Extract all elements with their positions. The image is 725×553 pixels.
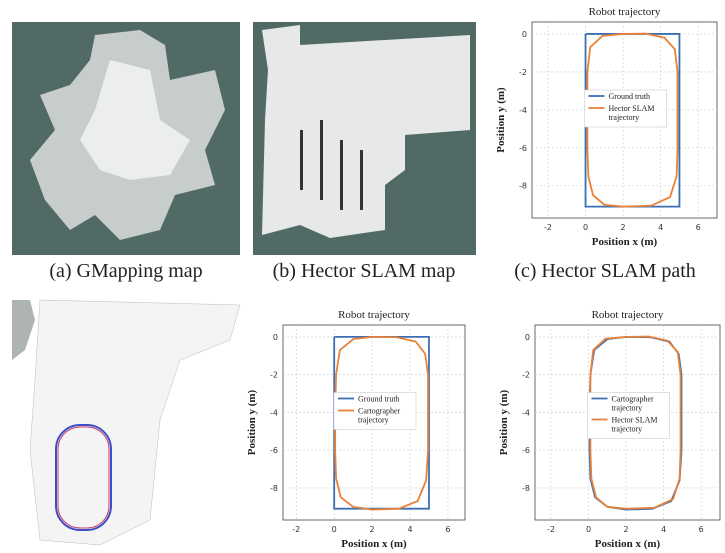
- y-tick-label: -2: [522, 371, 530, 380]
- x-tick-label: 2: [624, 525, 629, 534]
- x-tick-label: 4: [407, 525, 412, 534]
- x-axis-label: Position x (m): [595, 538, 661, 550]
- x-axis-label: Position x (m): [592, 236, 658, 248]
- y-tick-label: -4: [522, 408, 530, 417]
- x-tick-label: 0: [583, 223, 588, 232]
- x-tick-label: 4: [658, 223, 663, 232]
- gmapping-map: [12, 22, 240, 255]
- y-tick-label: -4: [519, 106, 527, 115]
- caption: (c) Hector SLAM path: [514, 260, 696, 282]
- legend-label: Ground truth: [358, 395, 400, 404]
- x-tick-label: 4: [661, 525, 666, 534]
- chart-title: Robot trajectory: [338, 309, 410, 321]
- x-tick-label: -2: [544, 223, 552, 232]
- y-axis-label: Position y (m): [246, 389, 258, 455]
- x-tick-label: 6: [696, 223, 701, 232]
- y-tick-label: -2: [519, 68, 527, 77]
- figure: (a) GMapping map (b) Hector SLAM map (c)…: [0, 0, 725, 553]
- y-tick-label: -6: [270, 446, 278, 455]
- x-tick-label: -2: [547, 525, 555, 534]
- legend-label: Ground truth: [609, 92, 651, 101]
- chart-title: Robot trajectory: [592, 309, 664, 321]
- caption: (b) Hector SLAM map: [273, 260, 456, 282]
- x-tick-label: 0: [586, 525, 591, 534]
- y-tick-label: 0: [273, 333, 278, 342]
- x-tick-label: 2: [621, 223, 626, 232]
- x-tick-label: 6: [699, 525, 704, 534]
- x-tick-label: -2: [292, 525, 300, 534]
- y-axis-label: Position y (m): [498, 389, 510, 455]
- x-tick-label: 0: [332, 525, 337, 534]
- hector-map: [253, 22, 476, 255]
- chart-title: Robot trajectory: [589, 6, 661, 18]
- y-tick-label: 0: [522, 30, 527, 39]
- x-tick-label: 2: [370, 525, 375, 534]
- x-axis-label: Position x (m): [341, 538, 407, 550]
- y-tick-label: -8: [519, 182, 527, 191]
- x-tick-label: 6: [445, 525, 450, 534]
- y-axis-label: Position y (m): [495, 87, 507, 153]
- y-tick-label: -4: [270, 408, 278, 417]
- y-tick-label: -6: [519, 144, 527, 153]
- cartographer-map: [12, 300, 240, 553]
- caption: (a) GMapping map: [49, 260, 202, 282]
- y-tick-label: -6: [522, 446, 530, 455]
- y-tick-label: -2: [270, 371, 278, 380]
- y-tick-label: 0: [525, 333, 530, 342]
- y-tick-label: -8: [270, 484, 278, 493]
- y-tick-label: -8: [522, 484, 530, 493]
